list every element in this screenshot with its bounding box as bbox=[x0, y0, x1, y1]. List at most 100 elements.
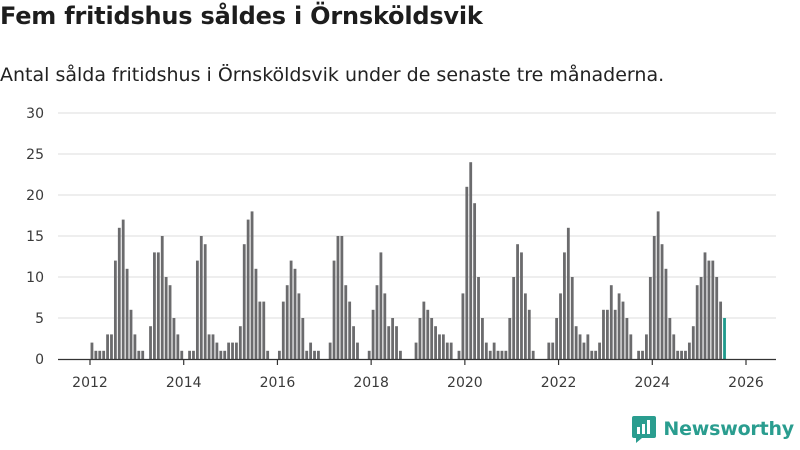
bar bbox=[496, 350, 500, 359]
bar bbox=[379, 252, 383, 359]
bar bbox=[266, 350, 270, 359]
bar bbox=[660, 244, 664, 359]
bar bbox=[188, 350, 191, 359]
bar bbox=[328, 342, 332, 359]
bar bbox=[594, 350, 598, 359]
x-tick-label: 2020 bbox=[447, 375, 483, 391]
y-axis-labels: 0 5 10 15 20 25 30 bbox=[26, 106, 44, 368]
newsworthy-brand[interactable]: Newsworthy bbox=[631, 414, 794, 444]
bar bbox=[418, 318, 422, 359]
bar bbox=[672, 334, 676, 359]
bar bbox=[668, 318, 672, 359]
bar bbox=[547, 342, 551, 359]
bar bbox=[652, 236, 656, 359]
bar bbox=[523, 293, 527, 359]
bar bbox=[141, 350, 145, 359]
bar bbox=[676, 350, 680, 359]
bar bbox=[344, 285, 348, 359]
bar bbox=[309, 342, 313, 359]
bar bbox=[590, 350, 594, 359]
bar bbox=[629, 334, 633, 359]
bar bbox=[457, 350, 461, 359]
bar bbox=[527, 309, 531, 359]
bar bbox=[691, 326, 695, 359]
bar bbox=[586, 334, 590, 359]
bar bbox=[414, 342, 418, 359]
bar bbox=[555, 318, 559, 359]
bar bbox=[695, 285, 699, 359]
bar bbox=[719, 301, 723, 359]
bar bbox=[149, 326, 152, 359]
bar bbox=[473, 203, 477, 359]
x-axis: 2012 2014 2016 2018 2020 2022 2024 2026 bbox=[58, 358, 776, 391]
bar bbox=[391, 318, 395, 359]
x-tick-label: 2022 bbox=[541, 375, 577, 391]
bar bbox=[281, 301, 285, 359]
bar bbox=[687, 342, 691, 359]
bar bbox=[648, 277, 652, 359]
bar bbox=[621, 301, 625, 359]
bar bbox=[238, 326, 242, 359]
bar bbox=[192, 350, 195, 359]
bar bbox=[164, 277, 168, 359]
bar bbox=[641, 350, 644, 359]
bar bbox=[684, 350, 687, 359]
bar bbox=[656, 211, 660, 359]
bar bbox=[617, 293, 621, 359]
bar bbox=[293, 268, 297, 359]
bar bbox=[301, 318, 305, 359]
bar bbox=[469, 162, 473, 359]
bar bbox=[441, 334, 445, 359]
bar bbox=[180, 350, 184, 359]
bar bbox=[566, 227, 570, 359]
bar bbox=[195, 260, 199, 359]
bar bbox=[605, 309, 609, 359]
bar bbox=[305, 350, 309, 359]
bar bbox=[383, 293, 387, 359]
bar bbox=[500, 350, 504, 359]
newsworthy-logo-icon bbox=[632, 416, 657, 443]
y-tick-label: 20 bbox=[26, 188, 44, 204]
bar bbox=[203, 244, 207, 359]
bar bbox=[129, 309, 133, 359]
bar bbox=[313, 350, 316, 359]
bar bbox=[242, 244, 246, 359]
bar bbox=[438, 334, 441, 359]
bar bbox=[258, 301, 262, 359]
bar bbox=[332, 260, 336, 359]
bar bbox=[477, 277, 480, 359]
bar bbox=[504, 350, 508, 359]
bar bbox=[664, 268, 668, 359]
bar bbox=[133, 334, 137, 359]
bar bbox=[215, 342, 219, 359]
bar bbox=[172, 318, 176, 359]
y-tick-label: 25 bbox=[26, 147, 44, 163]
bar bbox=[156, 252, 160, 359]
bar bbox=[637, 350, 641, 359]
bar bbox=[223, 350, 227, 359]
chart-gridlines bbox=[58, 112, 776, 319]
bar bbox=[246, 219, 250, 359]
bar bbox=[645, 334, 648, 359]
bar bbox=[574, 326, 578, 359]
bar bbox=[715, 277, 719, 359]
chart-annotations: 5 bbox=[735, 0, 744, 4]
bar bbox=[516, 244, 519, 359]
bar bbox=[102, 350, 106, 359]
bar bbox=[289, 260, 293, 359]
bar bbox=[512, 277, 516, 359]
bar bbox=[371, 309, 375, 359]
bar bbox=[598, 342, 601, 359]
x-tick-label: 2018 bbox=[353, 375, 389, 391]
bar bbox=[340, 236, 344, 359]
bar bbox=[117, 227, 121, 359]
bar bbox=[352, 326, 355, 359]
bar bbox=[98, 350, 102, 359]
bar bbox=[375, 285, 379, 359]
chart-title: Fem fritidshus såldes i Örnsköldsvik bbox=[0, 2, 483, 30]
bar bbox=[250, 211, 254, 359]
bar bbox=[168, 285, 172, 359]
bar bbox=[582, 342, 586, 359]
bar bbox=[231, 342, 234, 359]
bar bbox=[613, 309, 617, 359]
